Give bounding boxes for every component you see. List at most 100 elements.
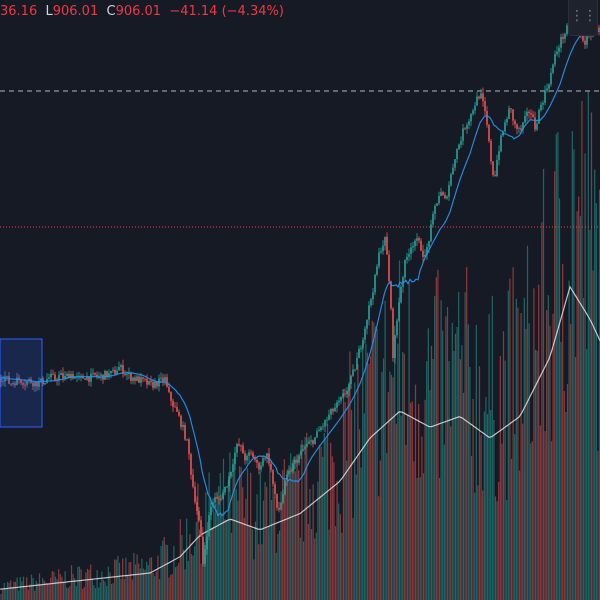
volume-bar bbox=[234, 458, 236, 600]
volume-bar bbox=[301, 440, 303, 600]
volume-bar bbox=[46, 583, 49, 600]
candle-body bbox=[130, 373, 132, 381]
volume-bar bbox=[248, 525, 250, 600]
volume-bar bbox=[66, 587, 68, 600]
volume-bar bbox=[21, 581, 23, 600]
volume-bar bbox=[155, 571, 157, 600]
candle-body bbox=[476, 96, 478, 106]
volume-bar bbox=[443, 444, 445, 600]
volume-bar bbox=[106, 586, 108, 600]
volume-bar bbox=[133, 552, 135, 600]
candle-body bbox=[128, 373, 130, 374]
volume-bar bbox=[565, 412, 567, 600]
volume-bar bbox=[90, 564, 92, 600]
volume-bar bbox=[75, 586, 77, 600]
volume-bar bbox=[93, 585, 95, 600]
candle-body bbox=[524, 116, 526, 123]
drag-handle[interactable]: ⋮⋮ bbox=[568, 0, 598, 36]
candle-body bbox=[186, 439, 188, 441]
candle-body bbox=[136, 376, 138, 381]
volume-bar bbox=[523, 297, 525, 600]
candle-body bbox=[534, 117, 536, 130]
candle-body bbox=[450, 174, 452, 186]
volume-bar bbox=[563, 390, 565, 600]
volume-bar bbox=[429, 390, 431, 600]
volume-bar bbox=[304, 437, 306, 600]
candle-body bbox=[532, 114, 534, 118]
candle-body bbox=[496, 159, 498, 176]
candle-body bbox=[556, 51, 558, 55]
volume-bar bbox=[403, 353, 405, 600]
candle-body bbox=[200, 520, 202, 537]
volume-bar bbox=[206, 522, 209, 600]
candle-body bbox=[298, 455, 300, 463]
candle-body bbox=[220, 499, 222, 500]
candle-body bbox=[276, 493, 278, 508]
volume-bar bbox=[472, 399, 474, 600]
candle-body bbox=[430, 224, 432, 242]
volume-bar bbox=[374, 326, 377, 600]
volume-bar bbox=[288, 466, 290, 600]
volume-bar bbox=[514, 434, 516, 600]
candle-body bbox=[346, 390, 348, 395]
volume-bar bbox=[178, 562, 180, 600]
candle-body bbox=[270, 463, 272, 470]
volume-bar bbox=[512, 267, 514, 600]
candle-body bbox=[38, 381, 40, 387]
candle-body bbox=[316, 431, 318, 438]
candle-body bbox=[416, 238, 418, 241]
volume-bar bbox=[130, 562, 132, 600]
volume-bar bbox=[518, 470, 521, 600]
volume-bar bbox=[160, 546, 162, 600]
candle-body bbox=[354, 369, 356, 371]
candle-body bbox=[154, 381, 156, 388]
candle-body bbox=[598, 27, 600, 31]
candle-body bbox=[58, 375, 60, 381]
volume-bar bbox=[483, 411, 485, 600]
volume-bar bbox=[448, 361, 450, 600]
candle-body bbox=[116, 370, 118, 375]
candle-body bbox=[388, 254, 390, 282]
volume-bar bbox=[373, 322, 375, 600]
volume-bar bbox=[286, 469, 289, 600]
volume-bar bbox=[150, 557, 153, 600]
volume-bar bbox=[446, 307, 449, 600]
volume-bar bbox=[112, 583, 114, 600]
volume-bar bbox=[152, 573, 154, 600]
volume-bar bbox=[70, 565, 73, 600]
volume-bar bbox=[378, 496, 380, 600]
candle-body bbox=[250, 452, 252, 454]
candle-body bbox=[562, 36, 564, 39]
candle-body bbox=[456, 149, 458, 160]
candle-body bbox=[460, 140, 462, 145]
candle-body bbox=[376, 266, 378, 275]
candle-body bbox=[50, 373, 52, 378]
candle-body bbox=[372, 292, 374, 300]
candle-body bbox=[442, 192, 444, 195]
candle-body bbox=[546, 88, 548, 91]
volume-bar bbox=[381, 371, 383, 600]
candle-body bbox=[498, 151, 500, 160]
candle-body bbox=[178, 411, 180, 416]
selection-box[interactable] bbox=[0, 338, 43, 428]
candle-body bbox=[168, 386, 170, 392]
volume-bar bbox=[478, 366, 481, 600]
volume-bar bbox=[544, 431, 546, 600]
volume-bar bbox=[107, 566, 109, 600]
volume-bar bbox=[3, 582, 5, 600]
candle-body bbox=[10, 383, 12, 385]
volume-bar bbox=[336, 480, 338, 600]
candle-body bbox=[226, 486, 228, 488]
volume-bar bbox=[136, 554, 138, 600]
volume-bar bbox=[418, 404, 420, 600]
candle-body bbox=[558, 47, 560, 52]
volume-bar bbox=[394, 325, 396, 600]
candle-body bbox=[236, 444, 238, 453]
volume-bar bbox=[6, 582, 9, 600]
candle-body bbox=[120, 365, 122, 368]
grip-dots-icon: ⋮⋮ bbox=[570, 8, 597, 24]
volume-bar bbox=[190, 554, 193, 600]
candle-body bbox=[318, 430, 320, 432]
volume-bar bbox=[454, 333, 457, 600]
